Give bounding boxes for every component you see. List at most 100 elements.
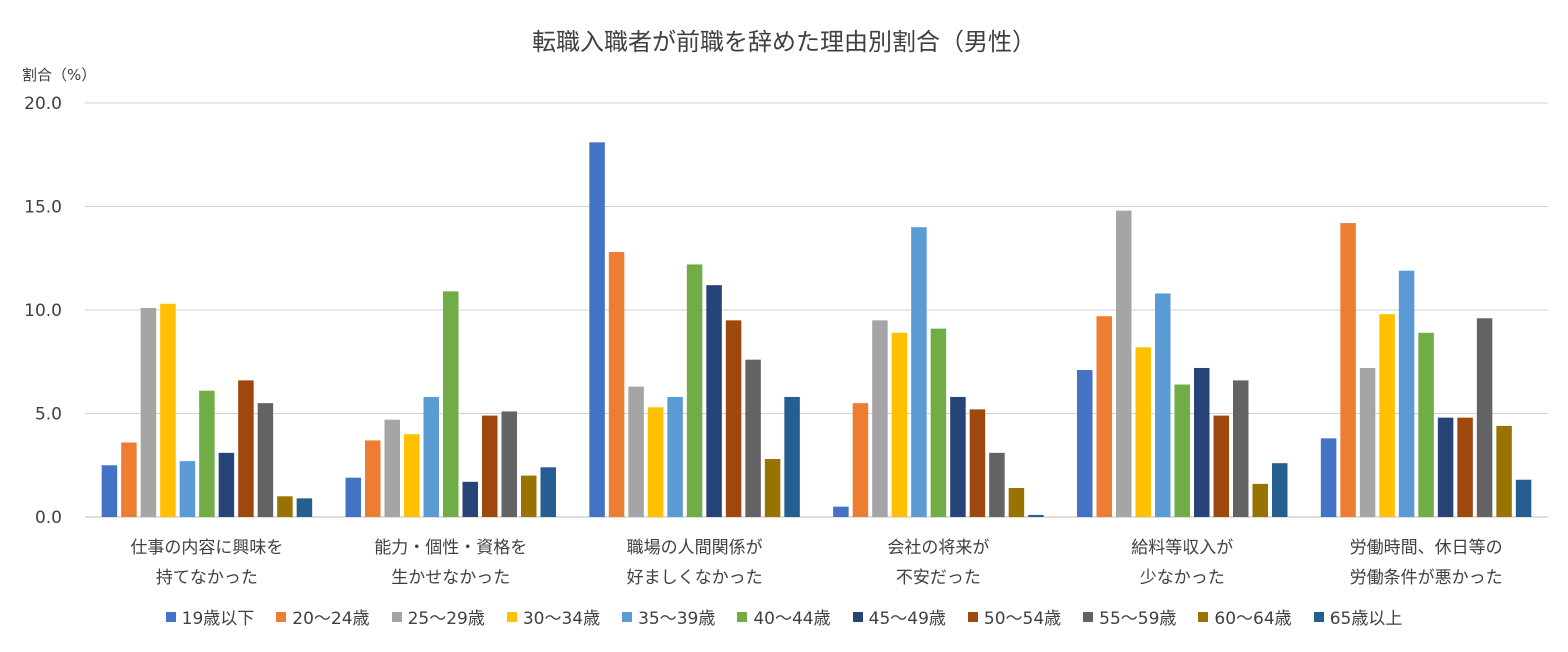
bar — [1496, 425, 1512, 517]
legend-label: 65歳以上 — [1329, 609, 1403, 629]
legend-label: 60～64歳 — [1214, 609, 1292, 629]
legend-item: 65歳以上 — [1313, 604, 1403, 629]
bar — [872, 320, 888, 517]
legend-item: 35～39歳 — [622, 604, 715, 629]
bar — [257, 403, 274, 517]
bar — [443, 291, 459, 517]
legend-label: 45～49歳 — [868, 609, 946, 629]
bar — [482, 415, 498, 517]
legend-swatch — [391, 611, 402, 622]
bar — [101, 465, 118, 517]
legend-label: 20～24歳 — [292, 609, 370, 629]
legend-item: 55～59歳 — [1083, 604, 1176, 629]
bar — [1252, 483, 1268, 517]
legend-item: 20～24歳 — [276, 604, 370, 629]
bar — [462, 481, 478, 517]
bar — [1379, 314, 1395, 517]
bar — [647, 407, 664, 517]
legend-label: 19歳以下 — [181, 609, 255, 629]
bar — [199, 390, 215, 517]
x-tick-label: 生かせなかった — [391, 568, 510, 588]
chart-title: 転職入職者が前職を辞めた理由別割合（男性） — [532, 28, 1036, 56]
x-tick-label: 労働時間、休日等の — [1350, 538, 1503, 558]
bar — [1398, 270, 1415, 517]
bar — [1174, 384, 1190, 517]
legend-swatch — [737, 611, 748, 622]
bar — [423, 396, 439, 517]
bar — [218, 452, 235, 517]
x-tick-label: 持てなかった — [156, 568, 258, 588]
legend-label: 35～39歳 — [638, 609, 716, 629]
bar — [911, 227, 927, 517]
x-tick-label: 不安だった — [896, 568, 981, 588]
bar — [706, 285, 722, 517]
bar — [1457, 417, 1473, 517]
bar — [1233, 380, 1249, 517]
bar — [725, 320, 742, 517]
legend-item: 60～64歳 — [1198, 604, 1292, 629]
bar — [277, 496, 293, 517]
legend-label: 30～34歳 — [522, 609, 601, 629]
legend-item: 40～44歳 — [737, 604, 831, 629]
legend-item: 45～49歳 — [852, 604, 946, 629]
bar — [891, 332, 908, 517]
legend-label: 50～54歳 — [983, 609, 1062, 629]
bar — [345, 477, 361, 517]
legend-swatch — [967, 611, 978, 622]
legend-item: 30～34歳 — [506, 604, 601, 629]
x-tick-label: 職場の人間関係が — [627, 538, 763, 558]
x-tick-label: 能力・個性・資格を — [374, 538, 527, 558]
x-tick-label: 好ましくなかった — [627, 568, 763, 588]
bar — [121, 442, 137, 517]
bar — [989, 452, 1005, 517]
bar — [1359, 367, 1376, 517]
bar — [384, 419, 400, 517]
legend-swatch — [506, 611, 517, 622]
bar — [930, 328, 947, 517]
bar — [852, 403, 869, 517]
legend-swatch — [165, 611, 176, 622]
bar — [521, 475, 537, 517]
bar — [969, 409, 986, 517]
bar — [1320, 438, 1337, 517]
bar — [1096, 316, 1112, 517]
y-tick-label: 10.0 — [24, 301, 62, 321]
bar — [140, 307, 157, 517]
bar — [179, 461, 196, 517]
bar — [160, 303, 176, 517]
x-tick-label: 仕事の内容に興味を — [130, 538, 283, 558]
legend-label: 40～44歳 — [753, 609, 831, 629]
bar — [540, 467, 556, 517]
y-tick-label: 15.0 — [24, 198, 62, 218]
bar — [1515, 479, 1532, 517]
bar — [833, 506, 849, 517]
bar — [686, 264, 703, 517]
legend-swatch — [852, 611, 863, 622]
bar — [1116, 210, 1132, 517]
y-tick-label: 5.0 — [35, 405, 62, 425]
legend-label: 55～59歳 — [1099, 609, 1177, 629]
legend-swatch — [1313, 611, 1324, 622]
bar — [1077, 370, 1093, 517]
legend-item: 50～54歳 — [967, 604, 1062, 629]
legend: 19歳以下 20～24歳 25～29歳 30～34歳 35～39歳 40～44歳 45～49… — [0, 604, 1568, 629]
bar — [1476, 318, 1493, 517]
bar — [784, 396, 800, 517]
x-tick-label: 会社の将来が — [887, 538, 989, 558]
y-axis-label: 割合（%） — [22, 66, 97, 84]
bar — [1155, 293, 1171, 517]
legend-item: 25～29歳 — [391, 604, 485, 629]
x-tick-label: 給料等収入が — [1131, 538, 1233, 558]
bar — [1028, 514, 1044, 517]
y-tick-label: 0.0 — [35, 508, 62, 528]
bar — [667, 396, 683, 517]
bar — [501, 411, 517, 517]
bar — [745, 359, 761, 517]
legend-item: 19歳以下 — [165, 604, 255, 629]
legend-swatch — [1198, 611, 1209, 622]
bar — [950, 396, 966, 517]
bar — [404, 434, 420, 517]
legend-swatch — [276, 611, 287, 622]
